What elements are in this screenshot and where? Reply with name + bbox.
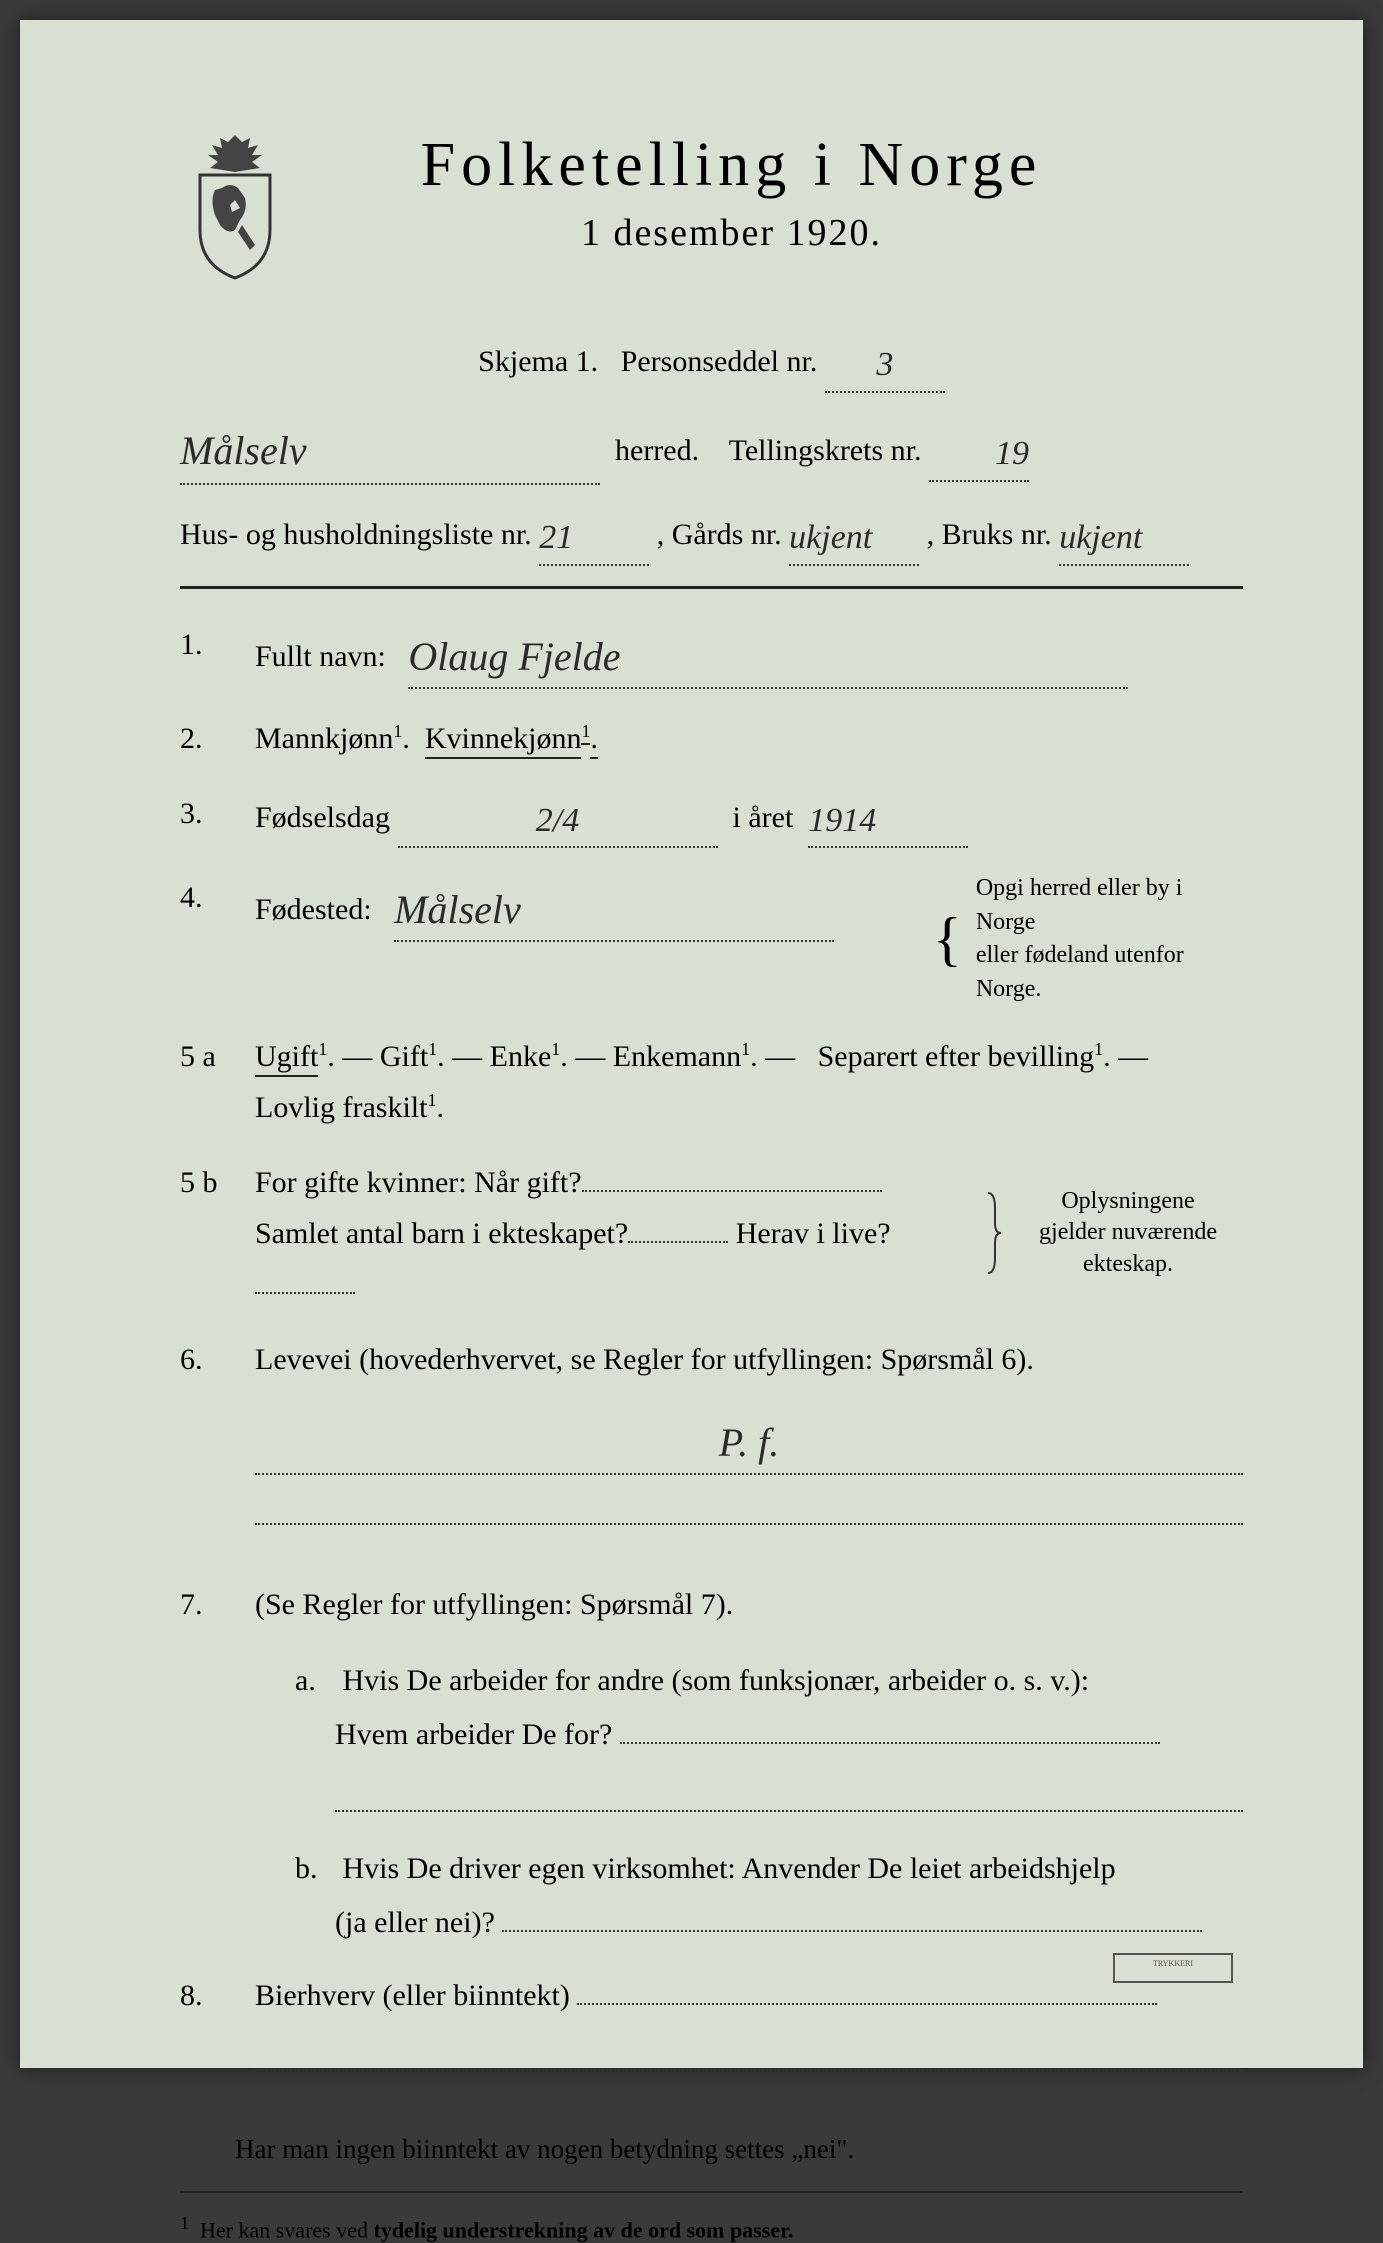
q5a-gift: Gift xyxy=(380,1040,428,1073)
q7b-letter: b. xyxy=(295,1842,335,1896)
q6: 6. Levevei (hovederhvervet, se Regler fo… xyxy=(180,1334,1243,1555)
q5b: 5 b For gifte kvinner: Når gift? Samlet … xyxy=(180,1157,1243,1310)
q3-year-label: i året xyxy=(733,801,794,834)
main-title: Folketelling i Norge xyxy=(330,130,1133,201)
q2-m: Mannkjønn xyxy=(255,722,393,755)
q5b-line2b: Herav i live? xyxy=(736,1217,891,1250)
q8-label: Bierhverv (eller biinntekt) xyxy=(255,1979,570,2012)
q5b-line1: For gifte kvinner: Når gift? xyxy=(255,1166,582,1199)
personseddel-nr: 3 xyxy=(876,346,893,383)
tellingskrets-label: Tellingskrets nr. xyxy=(729,434,922,467)
q5a-ugift: Ugift xyxy=(255,1040,318,1077)
census-form-page: Folketelling i Norge 1 desember 1920. Sk… xyxy=(20,20,1363,2068)
q6-value: P. f. xyxy=(719,1420,779,1465)
q6-num: 6. xyxy=(180,1334,235,1555)
q7a-text2: Hvem arbeider De for? xyxy=(295,1718,612,1751)
q5a: 5 a Ugift1. — Gift1. — Enke1. — Enkemann… xyxy=(180,1031,1243,1133)
bruks-label: , Bruks nr. xyxy=(927,518,1052,551)
coat-of-arms-icon xyxy=(180,130,290,280)
q1-value: Olaug Fjelde xyxy=(408,634,620,679)
printer-mark: TRYKKERI xyxy=(1113,1953,1233,1983)
q7a: a. Hvis De arbeider for andre (som funks… xyxy=(180,1654,1243,1812)
q4-note: { Opgi herred eller by i Norge eller fød… xyxy=(933,872,1243,1006)
q7-label: (Se Regler for utfyllingen: Spørsmål 7). xyxy=(255,1588,733,1621)
header: Folketelling i Norge 1 desember 1920. xyxy=(180,130,1243,280)
q7a-letter: a. xyxy=(295,1654,335,1708)
q7a-text1: Hvis De arbeider for andre (som funksjon… xyxy=(343,1664,1090,1697)
husliste-label: Hus- og husholdningsliste nr. xyxy=(180,518,532,551)
q4: 4. { Opgi herred eller by i Norge eller … xyxy=(180,872,1243,1006)
note-bottom: Har man ingen biinntekt av nogen betydni… xyxy=(180,2125,1243,2174)
q2: 2. Mannkjønn1. Kvinnekjønn1. xyxy=(180,713,1243,764)
herred-label: herred. xyxy=(615,434,699,467)
bruks-nr: ukjent xyxy=(1059,519,1142,556)
tellingskrets-nr: 19 xyxy=(995,435,1029,472)
q4-num: 4. xyxy=(180,872,235,1006)
q5b-note: Oplysningene gjelder nuværende ekteskap. xyxy=(1013,1186,1243,1280)
footnote: 1 Her kan svares ved tydelig understrekn… xyxy=(180,2213,1243,2243)
q6-label: Levevei (hovederhvervet, se Regler for u… xyxy=(255,1343,1034,1376)
q1-num: 1. xyxy=(180,619,235,689)
q4-label: Fødested: xyxy=(255,893,372,926)
q3: 3. Fødselsdag 2/4 i året 1914 xyxy=(180,788,1243,848)
q3-num: 3. xyxy=(180,788,235,848)
herred-line: Målselv herred. Tellingskrets nr. 19 xyxy=(180,411,1243,485)
husliste-nr: 21 xyxy=(539,519,573,556)
q8-num: 8. xyxy=(180,1970,235,2101)
schema-line: Skjema 1. Personseddel nr. 3 xyxy=(180,330,1243,393)
gards-nr: ukjent xyxy=(789,519,872,556)
q5b-num: 5 b xyxy=(180,1157,235,1310)
q5a-fraskilt: Lovlig fraskilt xyxy=(255,1091,427,1124)
q1: 1. Fullt navn: Olaug Fjelde xyxy=(180,619,1243,689)
q5b-line2a: Samlet antal barn i ekteskapet? xyxy=(255,1217,628,1250)
q7b-text1: Hvis De driver egen virksomhet: Anvender… xyxy=(343,1852,1116,1885)
q3-day: 2/4 xyxy=(536,802,579,839)
q2-num: 2. xyxy=(180,713,235,764)
divider xyxy=(180,586,1243,589)
q5a-separert: Separert efter bevilling xyxy=(818,1040,1095,1073)
q5a-enke: Enke xyxy=(490,1040,552,1073)
q4-value: Målselv xyxy=(394,887,521,932)
q3-year: 1914 xyxy=(808,802,876,839)
q7b: b. Hvis De driver egen virksomhet: Anven… xyxy=(180,1842,1243,1950)
gards-label: , Gårds nr. xyxy=(657,518,782,551)
divider-bottom xyxy=(180,2191,1243,2193)
q8: 8. Bierhverv (eller biinntekt) xyxy=(180,1970,1243,2101)
q7: 7. (Se Regler for utfyllingen: Spørsmål … xyxy=(180,1579,1243,1630)
schema-label: Skjema 1. xyxy=(478,345,598,378)
husliste-line: Hus- og husholdningsliste nr. 21 , Gårds… xyxy=(180,503,1243,566)
herred-value: Målselv xyxy=(180,428,307,473)
q5a-enkemann: Enkemann xyxy=(613,1040,741,1073)
personseddel-label: Personseddel nr. xyxy=(621,345,818,378)
date-subtitle: 1 desember 1920. xyxy=(330,211,1133,255)
q3-label: Fødselsdag xyxy=(255,801,390,834)
q2-k: Kvinnekjønn xyxy=(425,722,582,759)
brace-icon xyxy=(983,1188,1003,1278)
title-block: Folketelling i Norge 1 desember 1920. xyxy=(330,130,1243,255)
q7-num: 7. xyxy=(180,1579,235,1630)
q1-label: Fullt navn: xyxy=(255,640,386,673)
q7b-text2: (ja eller nei)? xyxy=(295,1906,495,1939)
q5a-num: 5 a xyxy=(180,1031,235,1133)
